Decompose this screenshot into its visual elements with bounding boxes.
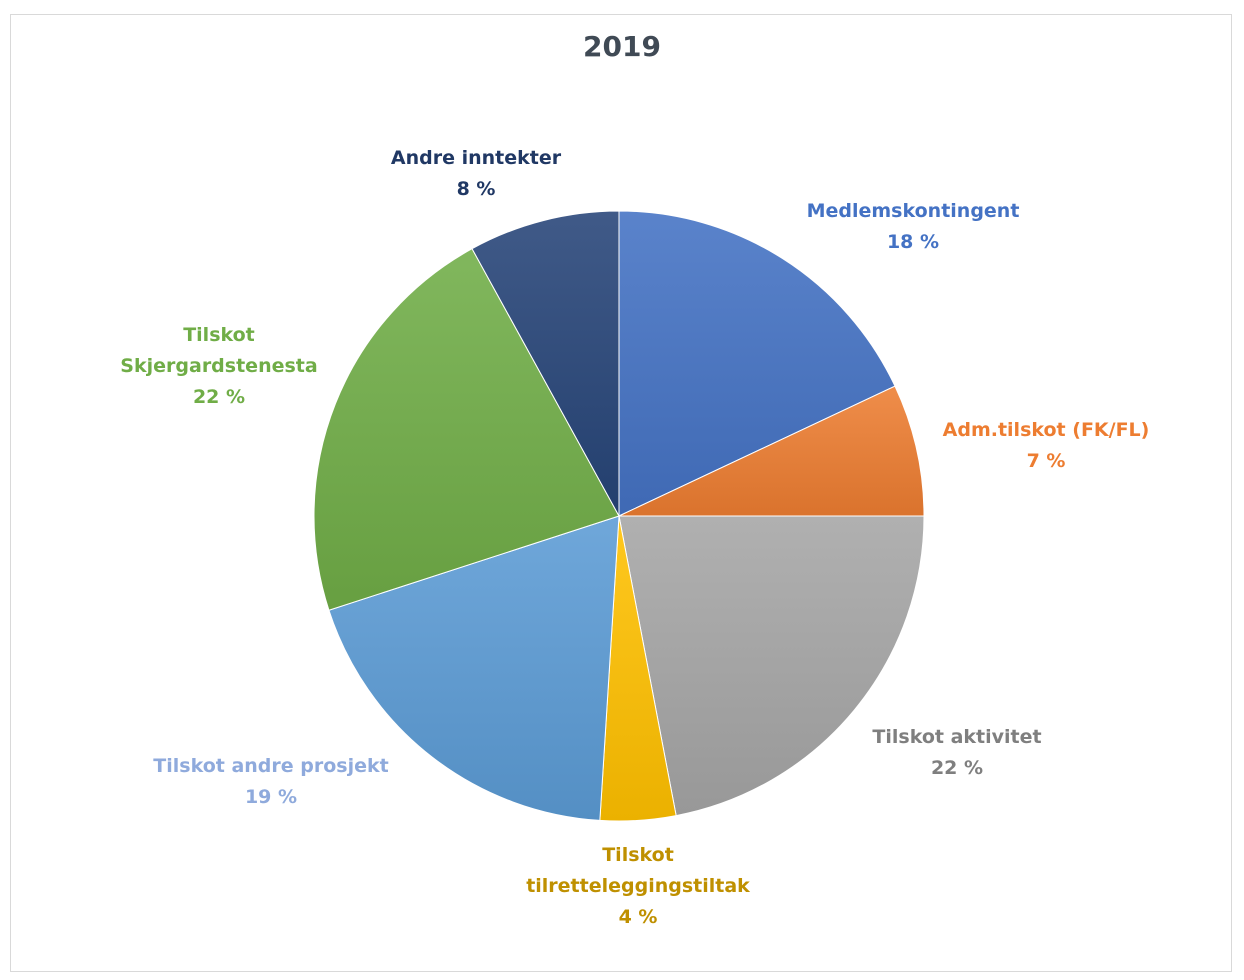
- slice-name-label: Skjergardstenesta: [120, 355, 318, 377]
- chart-title: 2019: [583, 30, 661, 63]
- slice-name-label: Adm.tilskot (FK/FL): [942, 419, 1150, 441]
- slice-label: Medlemskontingent 18 %: [807, 196, 1020, 258]
- pie-slice-tilskot-aktivitet: [618, 515, 925, 817]
- slice-value-label: 4 %: [618, 906, 658, 928]
- slice-value-label: 22 %: [930, 757, 984, 779]
- slice-value-label: 18 %: [886, 231, 940, 253]
- slice-name-label: Andre inntekter: [390, 147, 562, 169]
- pie-slice-andre-inntekter: [471, 210, 620, 517]
- slice-name-label: Medlemskontingent: [806, 200, 1020, 222]
- slice-name-label: Tilskot: [183, 324, 255, 346]
- slice-value-label: 8 %: [456, 178, 496, 200]
- pie-slice-tilskot-skjergardstenesta: [313, 248, 620, 611]
- pie-slice-tilskot-andre-prosjekt: [328, 515, 620, 821]
- slice-value-label: 7 %: [1026, 450, 1066, 472]
- slice-label: Tilskot tilretteleggingstiltak 4 %: [526, 840, 750, 933]
- slice-value-label: 19 %: [244, 786, 298, 808]
- slice-name-label: Tilskot andre prosjekt: [153, 755, 389, 777]
- slice-name-label: Tilskot aktivitet: [872, 726, 1042, 748]
- slice-label: Andre inntekter 8 %: [391, 143, 561, 205]
- slice-label: Tilskot Skjergardstenesta 22 %: [120, 320, 317, 413]
- pie-slice-medlemskontingent: [618, 210, 896, 517]
- slice-name-label: tilretteleggingstiltak: [526, 875, 750, 897]
- slice-label: Adm.tilskot (FK/FL) 7 %: [943, 415, 1150, 477]
- pie-slice-adm-tilskot-fk-fl: [618, 385, 925, 517]
- slice-value-label: 22 %: [192, 386, 246, 408]
- slice-label: Tilskot aktivitet 22 %: [872, 722, 1041, 784]
- slice-name-label: Tilskot: [602, 844, 674, 866]
- slice-label: Tilskot andre prosjekt 19 %: [153, 751, 388, 813]
